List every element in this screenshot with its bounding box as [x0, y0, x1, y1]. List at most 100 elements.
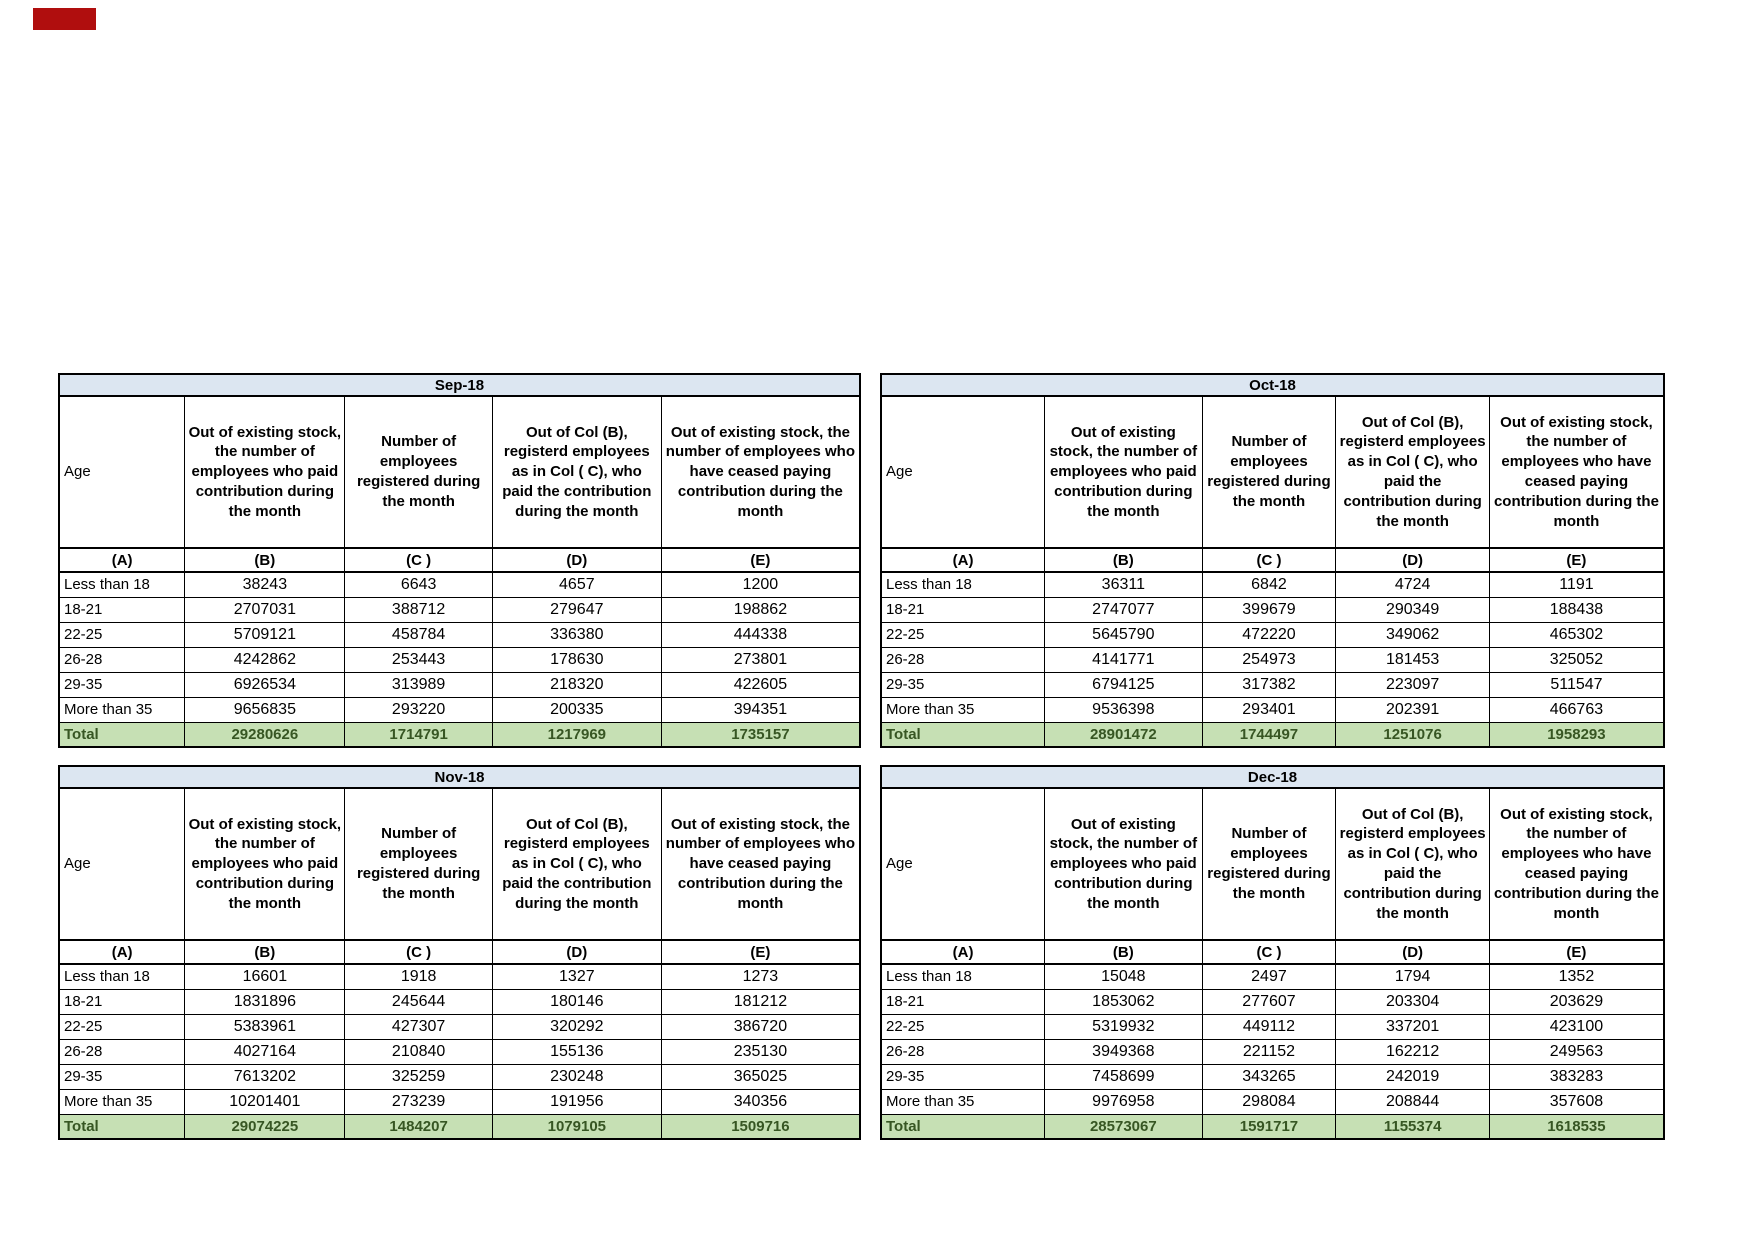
- header-age: Age: [58, 395, 186, 549]
- table-title: Nov-18: [58, 765, 861, 789]
- value-cell: 221152: [1201, 1038, 1337, 1065]
- table-row: 22-25 5645790 472220 349062 465302: [880, 621, 1665, 648]
- value-cell: 388712: [344, 596, 493, 623]
- value-cell: 472220: [1201, 621, 1337, 648]
- value-cell: 1200: [660, 571, 861, 598]
- value-cell: 38243: [184, 571, 346, 598]
- value-cell: 155136: [491, 1038, 662, 1065]
- total-label-cell: Total: [58, 721, 186, 748]
- age-cell: 22-25: [58, 1013, 186, 1040]
- age-cell: 22-25: [58, 621, 186, 648]
- value-cell: 293401: [1201, 696, 1337, 723]
- value-cell: 466763: [1488, 696, 1665, 723]
- month-table-container-sep: Sep-18 Age Out of existing stock, the numb…: [58, 373, 861, 748]
- value-cell: 273239: [344, 1088, 493, 1115]
- table-row: 22-25 5709121 458784 336380 444338: [58, 621, 861, 648]
- header-col-b: Out of existing stock, the number of emp…: [184, 395, 346, 549]
- age-cell: 18-21: [880, 596, 1046, 623]
- month-table-container-oct: Oct-18 Age Out of existing stock, the numb…: [880, 373, 1665, 748]
- month-table: Dec-18 Age Out of existing stock, the numb…: [880, 765, 1665, 1140]
- red-corner-mark: [33, 8, 96, 30]
- value-cell: 317382: [1201, 671, 1337, 698]
- value-cell: 277607: [1201, 988, 1337, 1015]
- value-cell: 5319932: [1044, 1013, 1203, 1040]
- value-cell: 349062: [1335, 621, 1490, 648]
- col-label: (A): [880, 939, 1046, 965]
- header-col-e: Out of existing stock, the number of emp…: [1488, 395, 1665, 549]
- total-value-cell: 1217969: [491, 721, 662, 748]
- total-value-cell: 1079105: [491, 1113, 662, 1140]
- table-header-row: Age Out of existing stock, the number of …: [880, 395, 1665, 549]
- column-label-row: (A) (B) (C ) (D) (E): [880, 547, 1665, 573]
- value-cell: 2497: [1201, 963, 1337, 990]
- value-cell: 399679: [1201, 596, 1337, 623]
- value-cell: 9976958: [1044, 1088, 1203, 1115]
- table-row: 29-35 6926534 313989 218320 422605: [58, 671, 861, 698]
- table-row: 18-21 1831896 245644 180146 181212: [58, 988, 861, 1015]
- value-cell: 449112: [1201, 1013, 1337, 1040]
- value-cell: 203304: [1335, 988, 1490, 1015]
- value-cell: 198862: [660, 596, 861, 623]
- value-cell: 383283: [1488, 1063, 1665, 1090]
- header-col-d: Out of Col (B), registerd employees as i…: [491, 787, 662, 941]
- value-cell: 320292: [491, 1013, 662, 1040]
- age-cell: Less than 18: [58, 963, 186, 990]
- value-cell: 313989: [344, 671, 493, 698]
- value-cell: 181212: [660, 988, 861, 1015]
- col-label: (D): [491, 547, 662, 573]
- value-cell: 340356: [660, 1088, 861, 1115]
- value-cell: 242019: [1335, 1063, 1490, 1090]
- col-label: (C ): [1201, 939, 1337, 965]
- header-col-c: Number of employees registered during th…: [1201, 787, 1337, 941]
- value-cell: 202391: [1335, 696, 1490, 723]
- value-cell: 2707031: [184, 596, 346, 623]
- header-col-d: Out of Col (B), registerd employees as i…: [491, 395, 662, 549]
- value-cell: 343265: [1201, 1063, 1337, 1090]
- value-cell: 7613202: [184, 1063, 346, 1090]
- table-row: 26-28 4242862 253443 178630 273801: [58, 646, 861, 673]
- value-cell: 293220: [344, 696, 493, 723]
- table-row: More than 35 9656835 293220 200335 394351: [58, 696, 861, 723]
- age-cell: More than 35: [880, 1088, 1046, 1115]
- value-cell: 188438: [1488, 596, 1665, 623]
- value-cell: 4027164: [184, 1038, 346, 1065]
- column-label-row: (A) (B) (C ) (D) (E): [58, 939, 861, 965]
- header-col-b: Out of existing stock, the number of emp…: [1044, 395, 1203, 549]
- col-label: (A): [58, 939, 186, 965]
- value-cell: 181453: [1335, 646, 1490, 673]
- value-cell: 178630: [491, 646, 662, 673]
- value-cell: 230248: [491, 1063, 662, 1090]
- header-col-c: Number of employees registered during th…: [344, 395, 493, 549]
- value-cell: 4724: [1335, 571, 1490, 598]
- table-row: Less than 18 36311 6842 4724 1191: [880, 571, 1665, 598]
- value-cell: 15048: [1044, 963, 1203, 990]
- table-header-row: Age Out of existing stock, the number of …: [58, 395, 861, 549]
- value-cell: 200335: [491, 696, 662, 723]
- value-cell: 427307: [344, 1013, 493, 1040]
- value-cell: 325259: [344, 1063, 493, 1090]
- value-cell: 208844: [1335, 1088, 1490, 1115]
- total-value-cell: 1714791: [344, 721, 493, 748]
- header-col-d: Out of Col (B), registerd employees as i…: [1335, 395, 1490, 549]
- table-row: 18-21 1853062 277607 203304 203629: [880, 988, 1665, 1015]
- value-cell: 4242862: [184, 646, 346, 673]
- value-cell: 6794125: [1044, 671, 1203, 698]
- value-cell: 365025: [660, 1063, 861, 1090]
- age-cell: 29-35: [880, 671, 1046, 698]
- table-header-row: Age Out of existing stock, the number of …: [880, 787, 1665, 941]
- value-cell: 5709121: [184, 621, 346, 648]
- total-value-cell: 1155374: [1335, 1113, 1490, 1140]
- age-cell: Less than 18: [880, 963, 1046, 990]
- month-table: Nov-18 Age Out of existing stock, the numb…: [58, 765, 861, 1140]
- table-row: 22-25 5319932 449112 337201 423100: [880, 1013, 1665, 1040]
- value-cell: 325052: [1488, 646, 1665, 673]
- value-cell: 36311: [1044, 571, 1203, 598]
- value-cell: 422605: [660, 671, 861, 698]
- header-col-b: Out of existing stock, the number of emp…: [184, 787, 346, 941]
- value-cell: 6926534: [184, 671, 346, 698]
- month-table: Sep-18 Age Out of existing stock, the numb…: [58, 373, 861, 748]
- table-row: 26-28 4141771 254973 181453 325052: [880, 646, 1665, 673]
- col-label: (D): [1335, 939, 1490, 965]
- table-row: 26-28 4027164 210840 155136 235130: [58, 1038, 861, 1065]
- age-cell: 18-21: [880, 988, 1046, 1015]
